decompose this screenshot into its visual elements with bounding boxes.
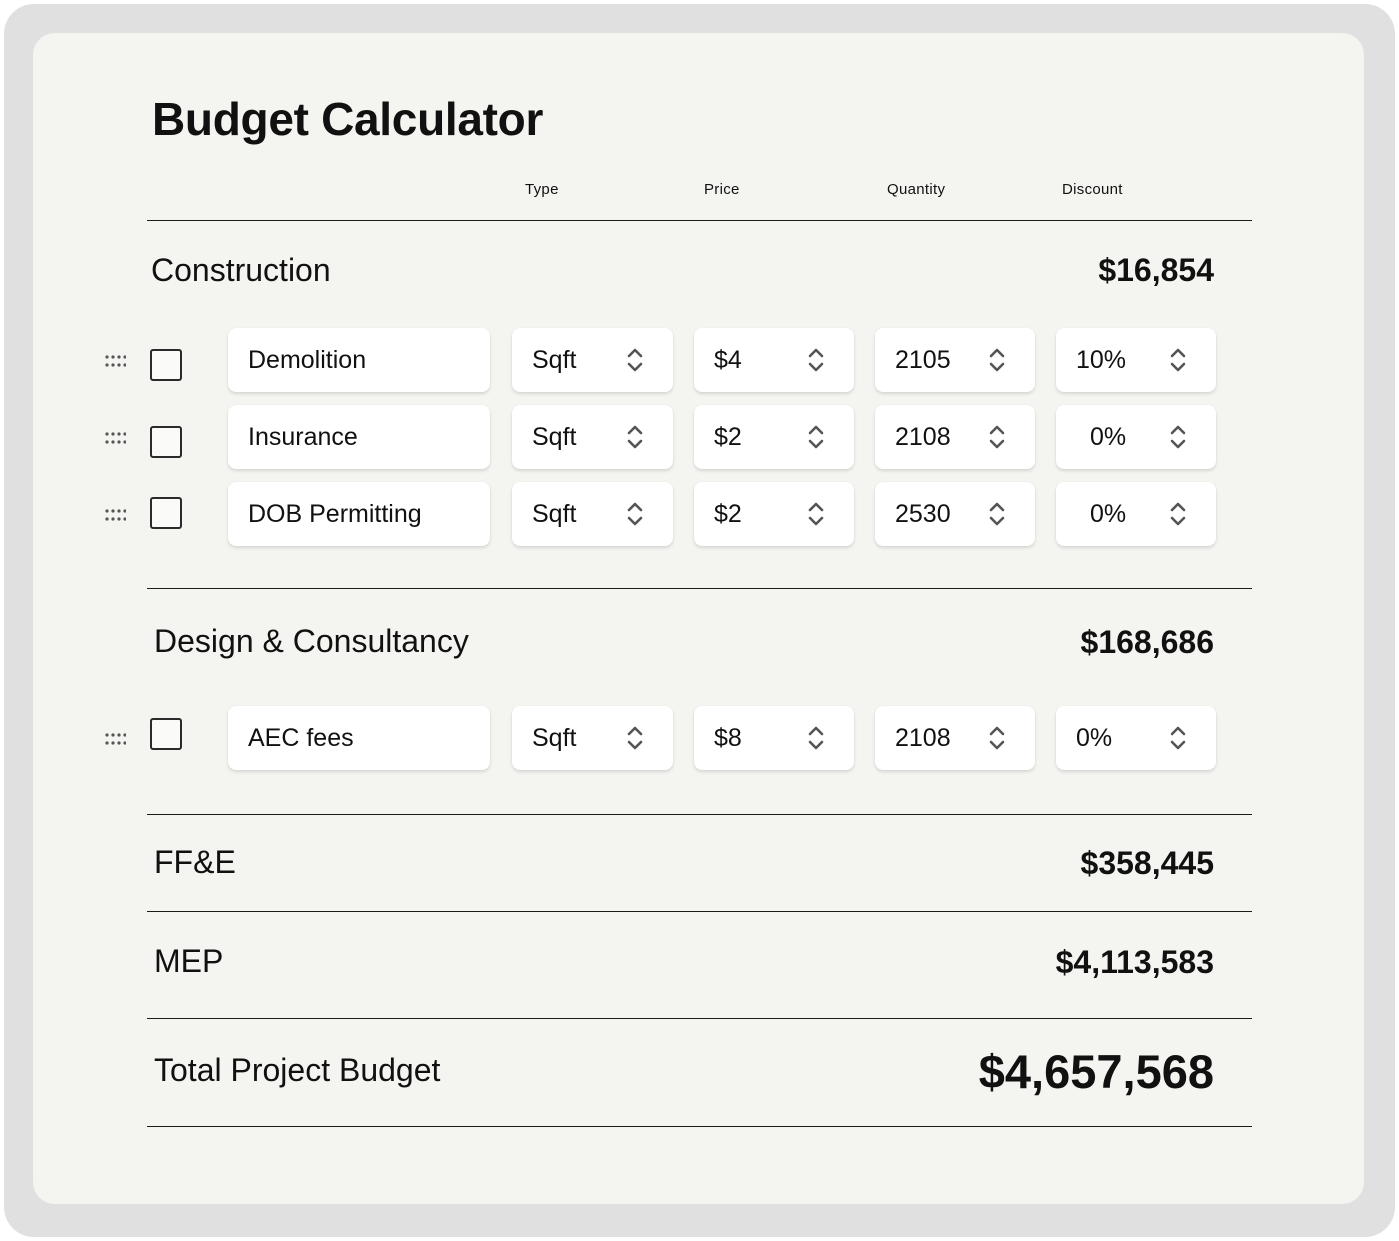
divider bbox=[147, 1126, 1252, 1127]
section-title-mep: MEP bbox=[154, 943, 224, 979]
discount-stepper[interactable]: 0% bbox=[1056, 405, 1216, 469]
discount-value: 10% bbox=[1076, 346, 1127, 374]
chevron-up-down-icon[interactable] bbox=[625, 723, 645, 753]
chevron-up-down-icon[interactable] bbox=[987, 345, 1007, 375]
quantity-stepper[interactable]: 2108 bbox=[875, 405, 1035, 469]
section-total-mep: $4,113,583 bbox=[1055, 944, 1214, 980]
line-item-row: DOB Permitting Sqft $2 2530 0% bbox=[0, 482, 1399, 548]
drag-handle-icon[interactable] bbox=[104, 507, 126, 523]
chevron-up-down-icon[interactable] bbox=[1168, 422, 1188, 452]
column-header-quantity: Quantity bbox=[887, 181, 946, 198]
drag-handle-icon[interactable] bbox=[104, 731, 126, 747]
divider bbox=[147, 588, 1252, 589]
chevron-up-down-icon[interactable] bbox=[806, 723, 826, 753]
chevron-up-down-icon[interactable] bbox=[1168, 499, 1188, 529]
type-select[interactable]: Sqft bbox=[512, 482, 673, 546]
column-header-discount: Discount bbox=[1062, 181, 1123, 198]
price-value: $8 bbox=[714, 724, 742, 752]
chevron-up-down-icon[interactable] bbox=[806, 422, 826, 452]
item-name-value: Demolition bbox=[248, 346, 367, 374]
chevron-up-down-icon[interactable] bbox=[987, 723, 1007, 753]
discount-stepper[interactable]: 0% bbox=[1056, 482, 1216, 546]
quantity-value: 2530 bbox=[895, 500, 951, 528]
item-name-input[interactable]: AEC fees bbox=[228, 706, 490, 770]
calculator-card bbox=[33, 33, 1364, 1204]
chevron-up-down-icon[interactable] bbox=[625, 499, 645, 529]
item-name-value: AEC fees bbox=[248, 724, 354, 752]
chevron-up-down-icon[interactable] bbox=[625, 345, 645, 375]
line-item-row: Insurance Sqft $2 2108 0% bbox=[0, 405, 1399, 471]
section-title-design-consultancy: Design & Consultancy bbox=[154, 623, 469, 659]
price-stepper[interactable]: $8 bbox=[694, 706, 854, 770]
total-project-budget-label: Total Project Budget bbox=[154, 1052, 441, 1088]
type-value: Sqft bbox=[532, 724, 577, 752]
discount-stepper[interactable]: 0% bbox=[1056, 706, 1216, 770]
row-checkbox[interactable] bbox=[150, 349, 182, 381]
section-total-construction: $16,854 bbox=[1098, 252, 1214, 288]
item-name-value: Insurance bbox=[248, 423, 358, 451]
total-project-budget-value: $4,657,568 bbox=[978, 1045, 1214, 1098]
chevron-up-down-icon[interactable] bbox=[806, 499, 826, 529]
quantity-value: 2108 bbox=[895, 423, 951, 451]
chevron-up-down-icon[interactable] bbox=[806, 345, 826, 375]
chevron-up-down-icon[interactable] bbox=[1168, 723, 1188, 753]
type-select[interactable]: Sqft bbox=[512, 405, 673, 469]
column-header-type: Type bbox=[525, 181, 559, 198]
column-header-price: Price bbox=[704, 181, 740, 198]
section-total-design-consultancy: $168,686 bbox=[1080, 624, 1214, 660]
type-select[interactable]: Sqft bbox=[512, 706, 673, 770]
chevron-up-down-icon[interactable] bbox=[987, 422, 1007, 452]
item-name-value: DOB Permitting bbox=[248, 500, 422, 528]
item-name-input[interactable]: Insurance bbox=[228, 405, 490, 469]
price-stepper[interactable]: $2 bbox=[694, 405, 854, 469]
section-total-ffe: $358,445 bbox=[1080, 845, 1214, 881]
discount-value: 0% bbox=[1090, 500, 1127, 528]
divider bbox=[147, 911, 1252, 912]
quantity-value: 2105 bbox=[895, 346, 951, 374]
price-stepper[interactable]: $2 bbox=[694, 482, 854, 546]
section-title-construction: Construction bbox=[151, 252, 331, 288]
line-item-row: Demolition Sqft $4 2105 10% bbox=[0, 328, 1399, 394]
chevron-up-down-icon[interactable] bbox=[987, 499, 1007, 529]
divider bbox=[147, 220, 1252, 221]
chevron-up-down-icon[interactable] bbox=[625, 422, 645, 452]
section-title-ffe: FF&E bbox=[154, 844, 236, 880]
discount-value: 0% bbox=[1076, 724, 1113, 752]
price-stepper[interactable]: $4 bbox=[694, 328, 854, 392]
quantity-value: 2108 bbox=[895, 724, 951, 752]
row-checkbox[interactable] bbox=[150, 426, 182, 458]
type-value: Sqft bbox=[532, 346, 577, 374]
drag-handle-icon[interactable] bbox=[104, 430, 126, 446]
type-value: Sqft bbox=[532, 500, 577, 528]
row-checkbox[interactable] bbox=[150, 497, 182, 529]
row-checkbox[interactable] bbox=[150, 718, 182, 750]
drag-handle-icon[interactable] bbox=[104, 353, 126, 369]
divider bbox=[147, 1018, 1252, 1019]
item-name-input[interactable]: Demolition bbox=[228, 328, 490, 392]
price-value: $2 bbox=[714, 500, 742, 528]
discount-value: 0% bbox=[1090, 423, 1127, 451]
quantity-stepper[interactable]: 2105 bbox=[875, 328, 1035, 392]
discount-stepper[interactable]: 10% bbox=[1056, 328, 1216, 392]
price-value: $4 bbox=[714, 346, 742, 374]
page-title: Budget Calculator bbox=[152, 93, 544, 145]
chevron-up-down-icon[interactable] bbox=[1168, 345, 1188, 375]
type-value: Sqft bbox=[532, 423, 577, 451]
type-select[interactable]: Sqft bbox=[512, 328, 673, 392]
line-item-row: AEC fees Sqft $8 2108 0% bbox=[0, 706, 1399, 772]
quantity-stepper[interactable]: 2530 bbox=[875, 482, 1035, 546]
price-value: $2 bbox=[714, 423, 742, 451]
item-name-input[interactable]: DOB Permitting bbox=[228, 482, 490, 546]
quantity-stepper[interactable]: 2108 bbox=[875, 706, 1035, 770]
divider bbox=[147, 814, 1252, 815]
